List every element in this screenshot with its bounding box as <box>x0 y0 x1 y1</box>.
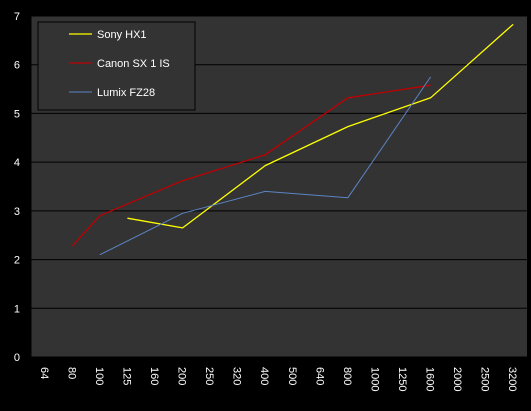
legend-box <box>37 21 196 111</box>
y-tick-label: 5 <box>14 108 20 120</box>
x-tick-label: 64 <box>38 367 50 379</box>
x-tick-label: 80 <box>65 367 77 379</box>
x-tick-label: 1000 <box>368 367 380 391</box>
legend-label: Lumix FZ28 <box>97 87 155 99</box>
x-tick-label: 2500 <box>479 367 491 391</box>
x-tick-label: 2000 <box>451 367 463 391</box>
x-tick-label: 800 <box>341 367 353 385</box>
y-tick-label: 3 <box>14 206 20 218</box>
series-line-1 <box>127 23 514 229</box>
series-line-2 <box>71 84 431 247</box>
x-tick-label: 1600 <box>424 367 436 391</box>
y-tick-label: 7 <box>14 11 20 23</box>
x-tick-label: 3200 <box>506 367 518 391</box>
y-tick-label: 0 <box>14 352 20 364</box>
y-tick-label: 6 <box>14 60 20 72</box>
x-tick-label: 160 <box>148 367 160 385</box>
y-tick-label: 4 <box>14 157 20 169</box>
x-tick-label: 320 <box>231 367 243 385</box>
legend: Sony HX1 Canon SX 1 IS Lumix FZ28 <box>37 21 196 111</box>
legend-label: Canon SX 1 IS <box>97 58 170 70</box>
x-tick-label: 500 <box>286 367 298 385</box>
x-tick-label: 100 <box>93 367 105 385</box>
x-tick-label: 400 <box>258 367 270 385</box>
x-tick-label: 1250 <box>396 367 408 391</box>
axes: 0 1 2 3 4 5 6 7 64 80 100 125 160 200 250 320 400 500 640 8… <box>14 11 527 391</box>
series-line-3 <box>99 76 432 256</box>
x-tick-label: 125 <box>120 367 132 385</box>
x-tick-label: 200 <box>176 367 188 385</box>
y-tick-label: 1 <box>14 303 20 315</box>
series-lines <box>71 23 514 256</box>
legend-label: Sony HX1 <box>97 29 147 41</box>
x-tick-label: 640 <box>313 367 325 385</box>
x-tick-label: 250 <box>203 367 215 385</box>
y-tick-label: 2 <box>14 255 20 267</box>
